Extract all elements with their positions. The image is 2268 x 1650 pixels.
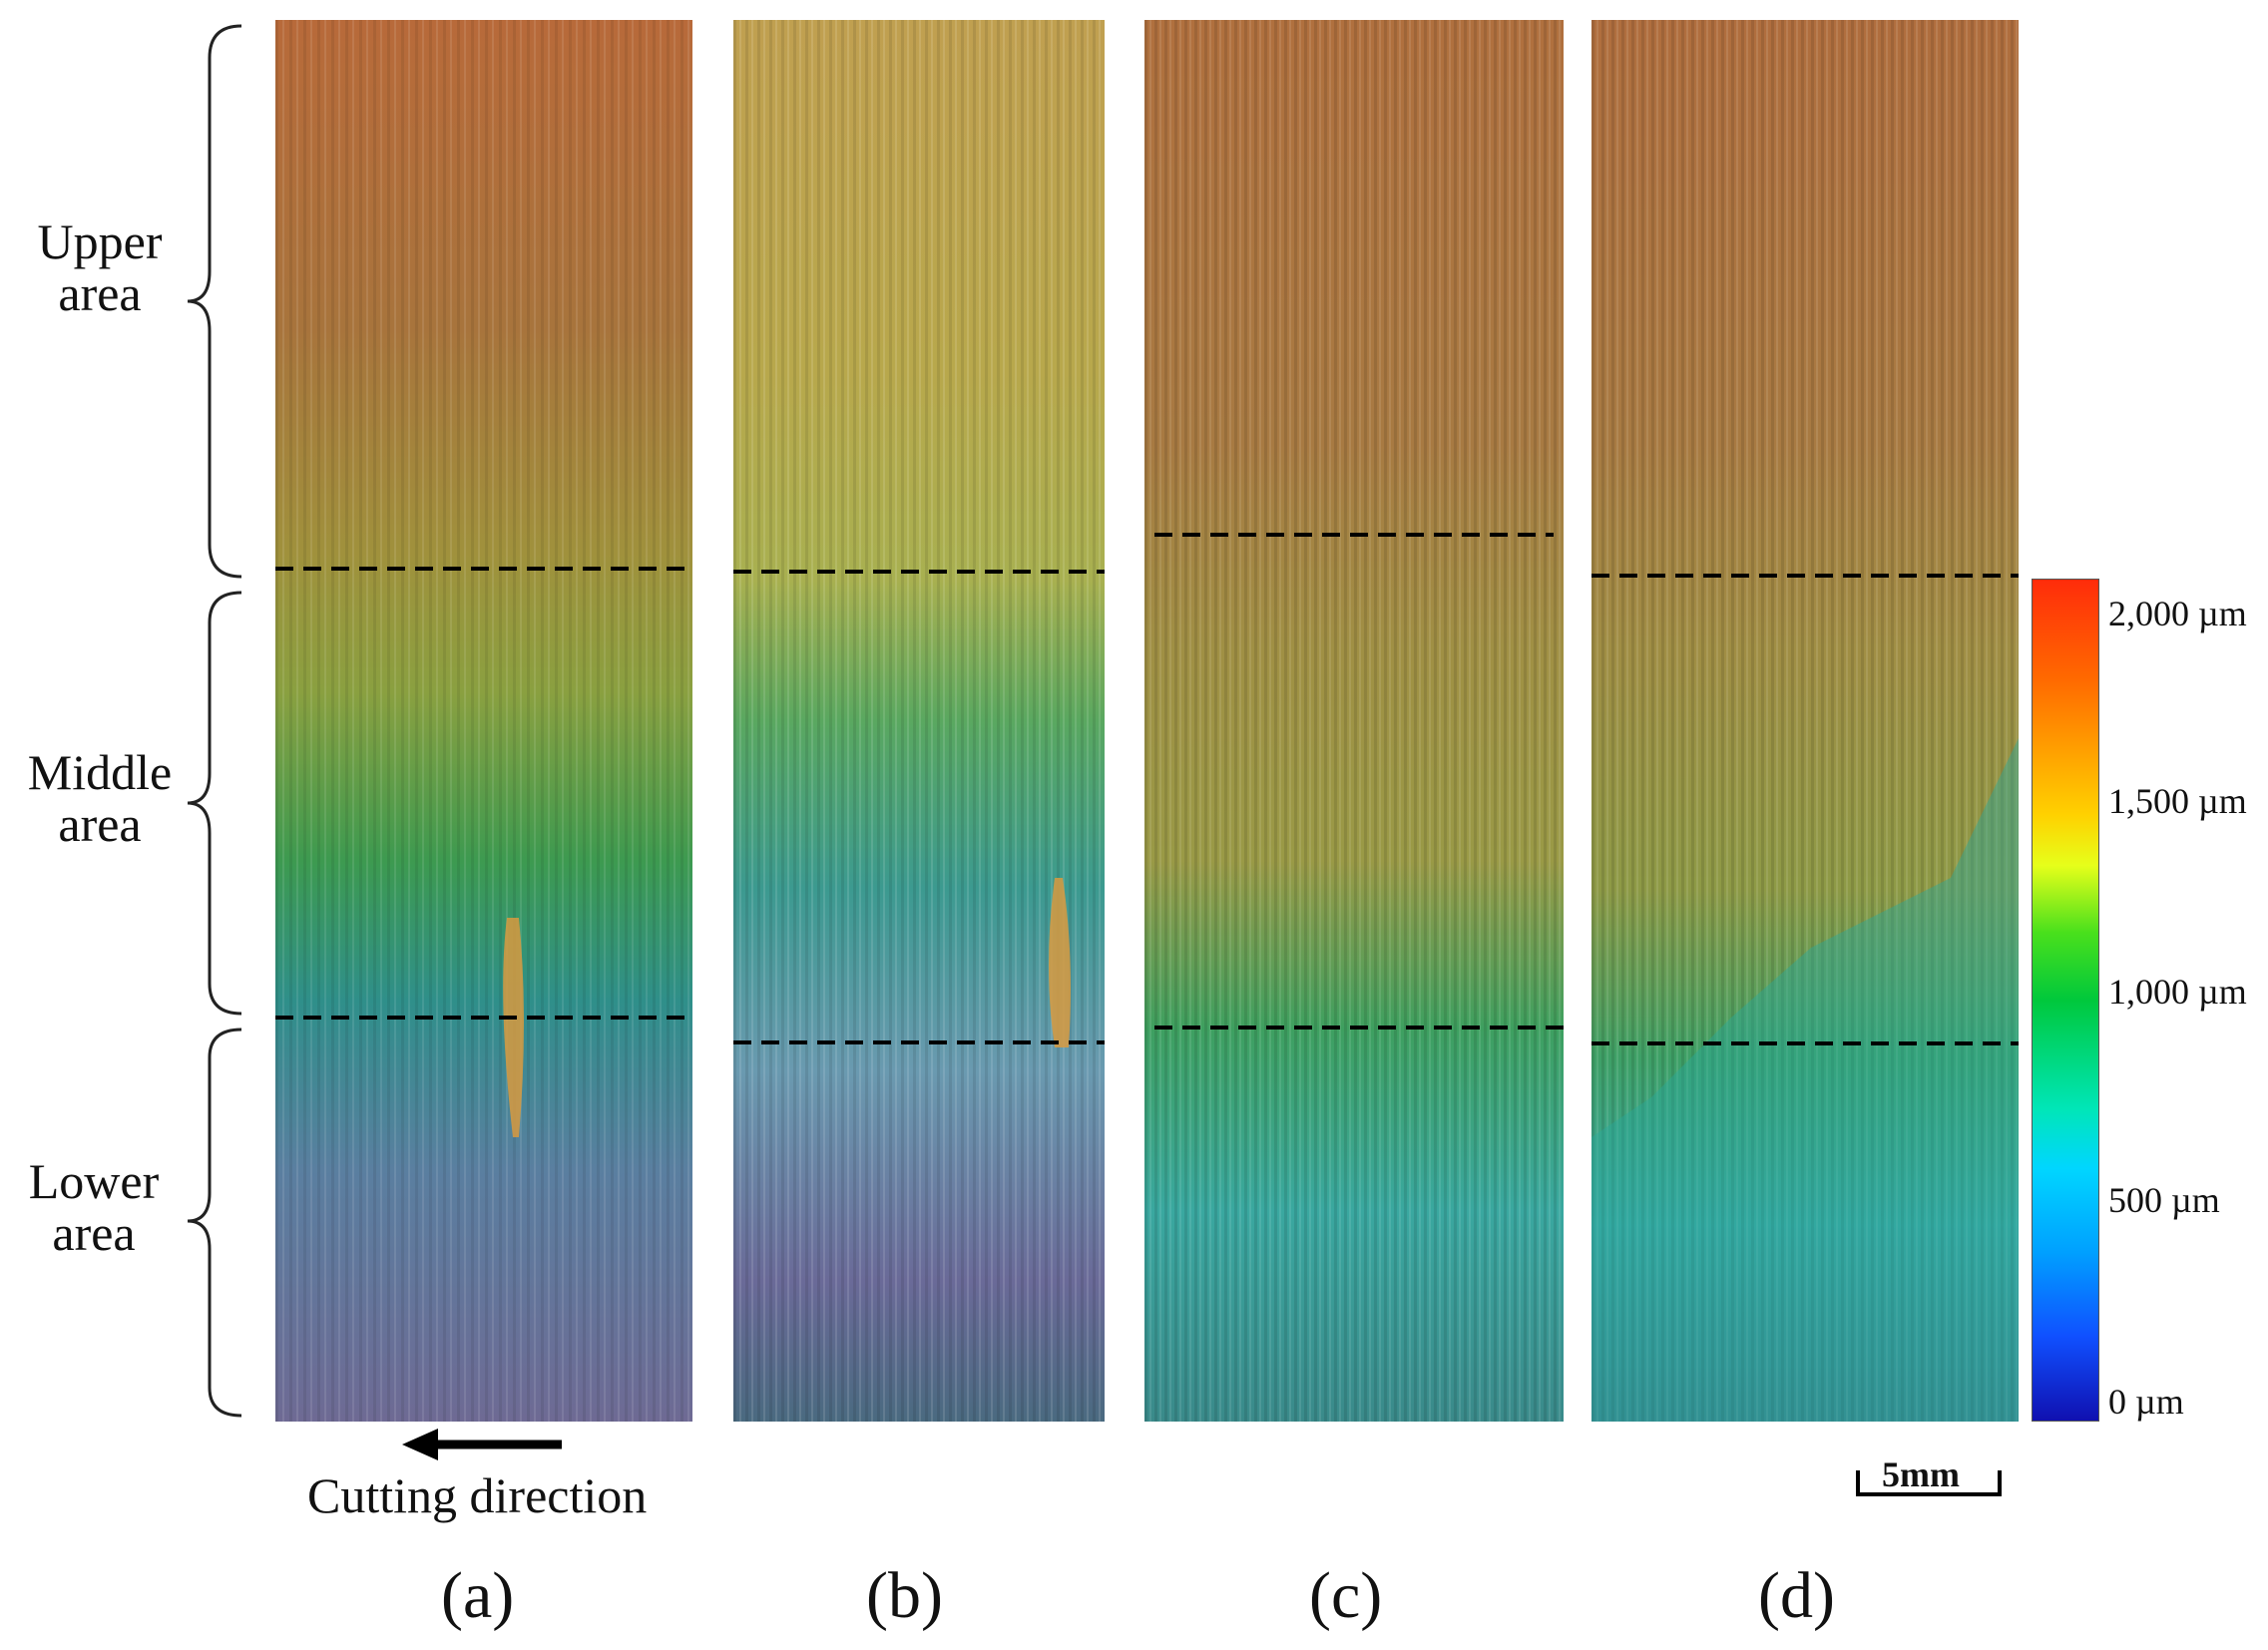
colorbar [2032,579,2099,1422]
brace-middle [187,591,242,1016]
region-label-lower: Lower area [4,1155,184,1259]
region-label-upper-line1: Upper [37,213,163,269]
scale-bar [1856,1470,2002,1496]
panel-label-b: (b) [866,1559,943,1632]
region-label-upper-line2: area [58,265,142,321]
panel-a-image [275,20,692,1422]
panel-b-image [733,20,1105,1422]
region-label-upper: Upper area [10,215,190,319]
region-label-middle: Middle area [0,746,200,850]
colorbar-tick-1500: 1,500 µm [2108,781,2247,821]
colorbar-tick-1000: 1,000 µm [2108,972,2247,1012]
cutting-direction-label: Cutting direction [307,1467,648,1523]
region-label-middle-line2: area [58,796,142,852]
panel-d-image [1591,20,2019,1422]
panel-label-d: (d) [1758,1559,1835,1632]
colorbar-tick-0: 0 µm [2108,1382,2184,1422]
cutting-direction-arrow [402,1429,562,1460]
panel-label-c: (c) [1309,1559,1383,1632]
region-label-middle-line1: Middle [27,744,173,800]
colorbar-tick-500: 500 µm [2108,1180,2220,1220]
brace-lower [187,1028,242,1418]
brace-upper [187,24,242,579]
panel-label-a: (a) [441,1559,515,1632]
scale-bar-label: 5mm [1882,1454,1960,1494]
region-label-lower-line1: Lower [28,1153,160,1209]
colorbar-tick-2000: 2,000 µm [2108,594,2247,633]
panel-c-image [1144,20,1564,1422]
region-label-lower-line2: area [52,1205,136,1261]
